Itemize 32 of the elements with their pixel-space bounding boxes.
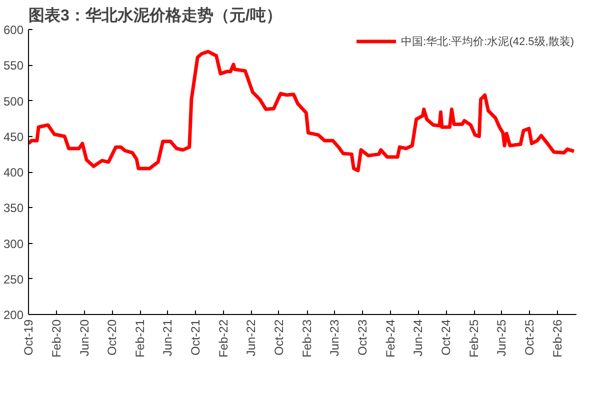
line-series: [28, 50, 576, 172]
y-tick-label: 250: [3, 272, 24, 286]
legend-label: 中国:华北:平均价:水泥(42.5级,散装): [401, 34, 574, 48]
x-tick-label: Oct-22: [272, 319, 286, 356]
chart-title: 图表3：华北水泥价格走势（元/吨）: [28, 6, 282, 24]
x-tick-label: Feb-20: [50, 319, 64, 358]
y-tick-label: 550: [3, 58, 24, 73]
x-tick-label: Jun-25: [494, 319, 509, 356]
x-tick-label: Feb-26: [550, 319, 565, 358]
y-tick-label: 450: [3, 130, 24, 144]
y-tick-label: 400: [3, 166, 24, 180]
x-tick-label: Feb-22: [216, 319, 231, 358]
x-tick-label: Oct-19: [22, 319, 36, 356]
x-tick-label: Feb-24: [383, 319, 398, 358]
x-tick-label: Jun-20: [77, 319, 92, 356]
x-tick-label: Oct-20: [105, 319, 120, 356]
x-tick-label: Jun-21: [160, 319, 175, 356]
x-tick-label: Oct-23: [355, 319, 370, 356]
x-tick-label: Oct-21: [188, 319, 203, 356]
x-tick-label: Feb-23: [300, 319, 314, 358]
x-tick-label: Jun-23: [327, 319, 342, 356]
y-tick-label: 200: [3, 308, 24, 322]
x-tick-label: Feb-21: [133, 319, 148, 358]
y-tick-label: 600: [3, 23, 24, 37]
x-tick-label: Oct-25: [522, 319, 536, 356]
y-tick-label: 300: [3, 236, 24, 251]
x-tick-label: Oct-24: [439, 319, 454, 356]
y-tick-label: 350: [3, 201, 24, 216]
x-tick-label: Jun-24: [411, 319, 426, 356]
y-tick-label: 500: [3, 94, 24, 108]
x-tick-label: Feb-25: [467, 319, 482, 358]
x-tick-label: Jun-22: [244, 319, 258, 356]
